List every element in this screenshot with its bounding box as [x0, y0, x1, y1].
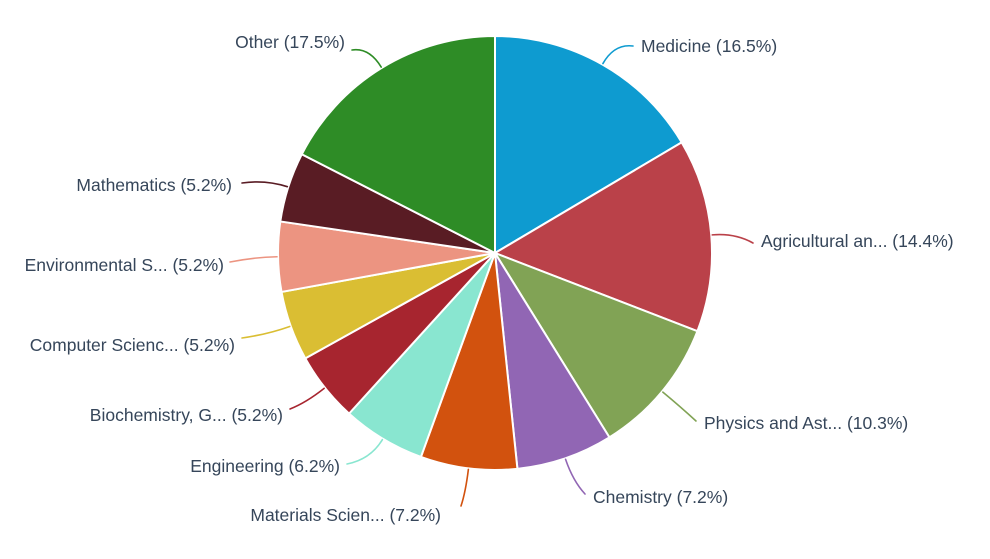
slice-label-agricultural-an: Agricultural an... (14.4%): [761, 231, 954, 251]
slice-label-other: Other (17.5%): [235, 32, 345, 52]
leader-line-environmental-s: [229, 255, 278, 263]
leader-line-medicine: [602, 44, 634, 65]
leader-line-engineering: [346, 438, 384, 465]
pie-slices: [277, 35, 713, 471]
slice-label-computer-scienc: Computer Scienc... (5.2%): [30, 335, 235, 355]
pie-slice-other[interactable]: [300, 35, 496, 254]
leader-line-agricultural-an: [711, 233, 754, 244]
slice-label-biochemistry-g: Biochemistry, G... (5.2%): [90, 405, 283, 425]
leader-line-physics-and-ast: [662, 391, 697, 422]
leader-line-computer-scienc: [241, 325, 291, 339]
leader-line-chemistry: [564, 458, 586, 495]
leader-line-other: [351, 48, 382, 68]
leader-lines: [229, 44, 754, 507]
pie-slice-agricultural-an[interactable]: [494, 141, 713, 333]
slice-label-mathematics: Mathematics (5.2%): [76, 175, 232, 195]
pie-slice-medicine[interactable]: [494, 35, 683, 254]
pie-slice-physics-and-ast[interactable]: [494, 252, 699, 439]
slice-label-environmental-s: Environmental S... (5.2%): [25, 255, 224, 275]
slice-label-chemistry: Chemistry (7.2%): [593, 487, 728, 507]
leader-line-materials-scien: [460, 468, 470, 507]
slice-label-physics-and-ast: Physics and Ast... (10.3%): [704, 413, 908, 433]
leader-line-mathematics: [241, 181, 289, 188]
slice-label-engineering: Engineering (6.2%): [190, 456, 340, 476]
slice-label-medicine: Medicine (16.5%): [641, 36, 777, 56]
slice-labels: Medicine (16.5%) Agricultural an... (14.4…: [25, 32, 954, 525]
leader-line-biochemistry-g: [289, 387, 325, 410]
slice-label-materials-scien: Materials Scien... (7.2%): [250, 505, 441, 525]
